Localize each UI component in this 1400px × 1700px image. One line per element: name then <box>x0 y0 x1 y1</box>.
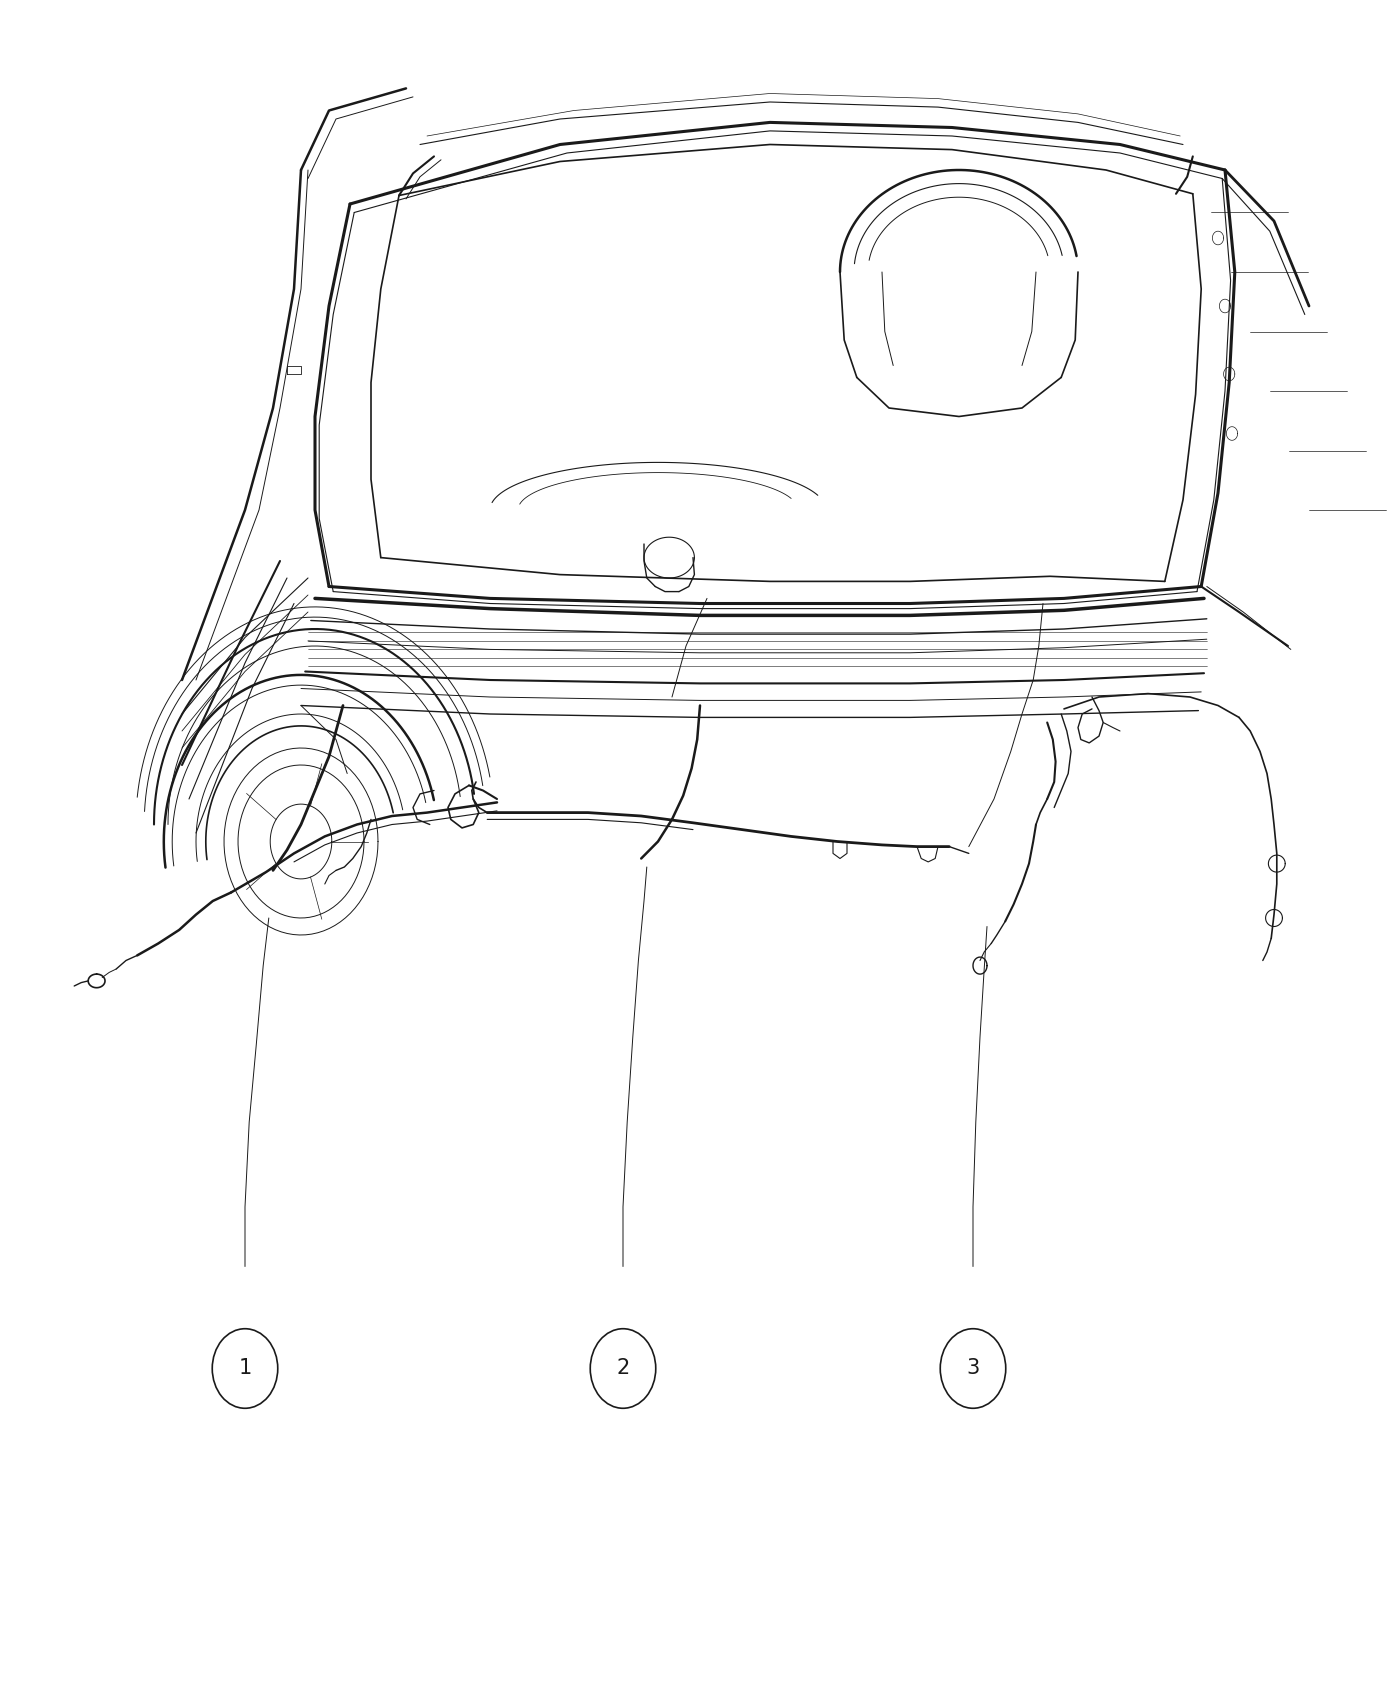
Text: 1: 1 <box>238 1358 252 1379</box>
Text: 2: 2 <box>616 1358 630 1379</box>
Text: 3: 3 <box>966 1358 980 1379</box>
